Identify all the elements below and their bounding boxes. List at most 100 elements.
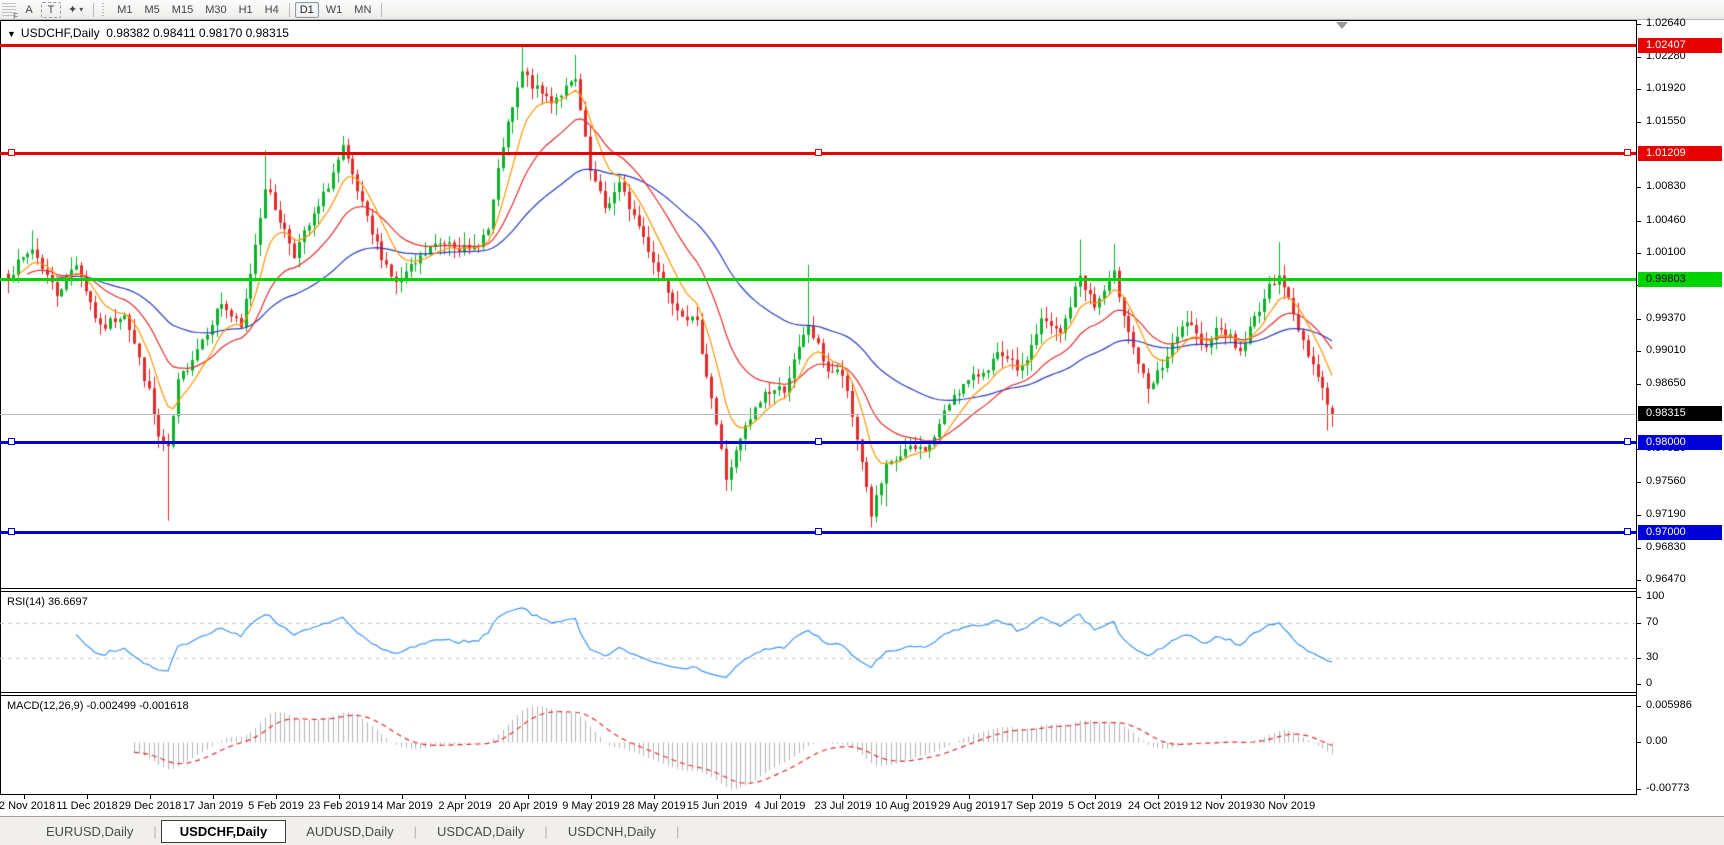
date-tick xyxy=(843,795,844,799)
date-tick xyxy=(150,795,151,799)
date-tick xyxy=(213,795,214,799)
chevron-down-icon: ▾ xyxy=(79,5,84,14)
date-label: 29 Dec 2018 xyxy=(118,800,182,812)
timeframe-button-M1[interactable]: M1 xyxy=(117,3,133,16)
tab-divider: | xyxy=(675,823,680,839)
axis-tick xyxy=(1637,580,1641,581)
toolbar-separator xyxy=(288,2,290,17)
chart-frame-top xyxy=(0,20,1637,21)
timeframe-button-D1[interactable]: D1 xyxy=(294,1,319,18)
axis-tick xyxy=(1637,684,1641,685)
macd-axis-label: 0.00 xyxy=(1646,735,1668,747)
text-tool-button[interactable]: T xyxy=(41,1,61,18)
macd-panel-canvas[interactable] xyxy=(0,696,1636,794)
date-label: 5 Oct 2019 xyxy=(1068,800,1122,812)
chart-title: ▼ USDCHF,Daily 0.98382 0.98411 0.98170 0.… xyxy=(7,26,289,40)
line-handle[interactable] xyxy=(815,438,822,446)
price-tag-0.97000: 0.97000 xyxy=(1638,525,1722,540)
painter-tool-button[interactable]: ✦ ▾ xyxy=(63,2,88,18)
chart-tab-usdchf[interactable]: USDCHF,Daily xyxy=(160,819,287,843)
date-tick xyxy=(276,795,277,799)
line-handle[interactable] xyxy=(815,149,822,157)
date-label: 23 Jul 2019 xyxy=(814,800,872,812)
date-tick xyxy=(1032,795,1033,799)
price-axis-label: 1.00100 xyxy=(1646,246,1686,258)
rsi-axis-label: 30 xyxy=(1646,651,1659,663)
timeframe-button-W1[interactable]: W1 xyxy=(325,3,343,16)
line-handle[interactable] xyxy=(8,528,15,536)
price-chart-canvas[interactable] xyxy=(0,21,1636,588)
macd-label: MACD(12,26,9) -0.002499 -0.001618 xyxy=(7,700,189,712)
price-tag-0.98315: 0.98315 xyxy=(1638,406,1722,421)
rsi-panel-canvas[interactable] xyxy=(0,592,1636,691)
axis-tick xyxy=(1637,187,1641,188)
horizontal-level-line-0.99803[interactable] xyxy=(0,278,1636,282)
timeframe-button-H1[interactable]: H1 xyxy=(238,3,253,16)
timeframe-toolbar: M1 M5 M15 M30 H1 H4 D1 W1 MN xyxy=(111,1,377,18)
axis-tick xyxy=(1637,24,1641,25)
panel-separator[interactable] xyxy=(0,591,1637,592)
axis-tick xyxy=(1637,597,1641,598)
price-axis-label: 1.00830 xyxy=(1646,180,1686,192)
price-axis-label: 0.98650 xyxy=(1646,377,1686,389)
date-label: 30 Nov 2019 xyxy=(1252,800,1316,812)
date-label: 9 May 2019 xyxy=(562,800,620,812)
axis-tick xyxy=(1637,706,1641,707)
line-handle[interactable] xyxy=(1624,528,1631,536)
font-tool-button[interactable]: A xyxy=(25,3,33,16)
chart-tab-usdcnh[interactable]: USDCNH,Daily xyxy=(567,823,656,839)
horizontal-level-line-0.97[interactable] xyxy=(0,528,1636,536)
date-tick xyxy=(654,795,655,799)
axis-tick xyxy=(1637,384,1641,385)
panel-separator[interactable] xyxy=(0,588,1637,589)
timeframe-button-H4[interactable]: H4 xyxy=(264,3,279,16)
toolbar-grip[interactable]: F xyxy=(2,2,18,21)
line-handle[interactable] xyxy=(1624,149,1631,157)
tab-divider: | xyxy=(153,823,157,839)
line-handle[interactable] xyxy=(815,528,822,536)
axis-tick xyxy=(1637,351,1641,352)
panel-separator[interactable] xyxy=(0,692,1637,693)
date-label: 17 Jan 2019 xyxy=(182,800,244,812)
chart-shift-marker[interactable] xyxy=(1336,22,1348,29)
panel-separator[interactable] xyxy=(0,695,1637,696)
tab-divider: | xyxy=(413,823,418,839)
date-label: 20 Apr 2019 xyxy=(498,800,558,812)
chart-tab-usdcad[interactable]: USDCAD,Daily xyxy=(437,823,525,839)
date-label: 15 Jun 2019 xyxy=(686,800,748,812)
date-tick xyxy=(1221,795,1222,799)
price-tag-0.98000: 0.98000 xyxy=(1638,435,1722,450)
date-tick xyxy=(465,795,466,799)
timeframe-button-MN[interactable]: MN xyxy=(354,3,372,16)
axis-tick xyxy=(1637,57,1641,58)
price-axis[interactable]: 1.02640 1.02280 1.01920 1.01550 1.00830 1.004… xyxy=(1637,17,1724,796)
timeframe-button-M30[interactable]: M30 xyxy=(205,3,227,16)
chart-tab-eurusd[interactable]: EURUSD,Daily xyxy=(46,823,134,839)
rsi-axis-label: 100 xyxy=(1646,590,1665,602)
line-handle[interactable] xyxy=(8,438,15,446)
chart-tab-bar: EURUSD,Daily | USDCHF,Daily AUDUSD,Daily | US… xyxy=(0,816,1724,845)
axis-tick xyxy=(1637,221,1641,222)
axis-tick xyxy=(1637,253,1641,254)
horizontal-level-line-1.02407[interactable] xyxy=(0,43,1636,47)
triangle-down-icon[interactable]: ▼ xyxy=(7,29,16,39)
axis-tick xyxy=(1637,319,1641,320)
date-tick xyxy=(906,795,907,799)
horizontal-level-line-0.98[interactable] xyxy=(0,438,1636,446)
price-axis-label: 0.96830 xyxy=(1646,541,1686,553)
date-label: 29 Aug 2019 xyxy=(938,800,1000,812)
date-tick xyxy=(591,795,592,799)
date-tick xyxy=(969,795,970,799)
horizontal-level-line-1.01209[interactable] xyxy=(0,149,1636,157)
line-handle[interactable] xyxy=(1624,438,1631,446)
line-handle[interactable] xyxy=(8,149,15,157)
chart-tab-audusd[interactable]: AUDUSD,Daily xyxy=(306,823,394,839)
price-axis-label: 1.01550 xyxy=(1646,115,1686,127)
toolbar-grip[interactable] xyxy=(100,2,109,17)
date-label: 23 Feb 2019 xyxy=(308,800,370,812)
timeframe-button-M15[interactable]: M15 xyxy=(171,3,194,16)
timeframe-button-M5[interactable]: M5 xyxy=(144,3,160,16)
axis-tick xyxy=(1637,658,1641,659)
price-axis-label: 0.96470 xyxy=(1646,573,1686,585)
